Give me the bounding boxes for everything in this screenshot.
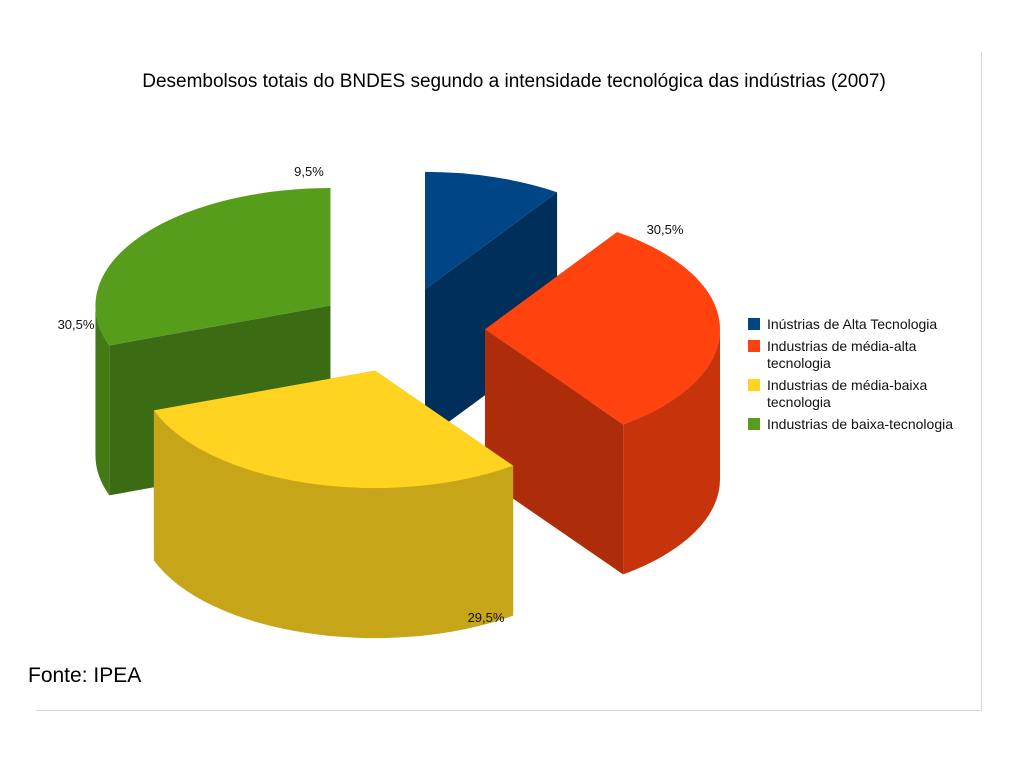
legend-item-label: Inústrias de Alta Tecnologia [767,316,938,332]
frame-border-bottom [36,710,982,711]
slice-top-face [153,370,514,489]
data-label-slice-4: 30,5% [647,222,684,237]
pie-slice-3 [153,370,514,639]
source-note: Fonte: IPEA [28,664,142,687]
legend-item-label: Industrias de média-alta tecnologia [767,338,917,371]
slice-cut-face [424,192,558,440]
pie-slice-1 [424,171,558,440]
frame-border-right [981,52,982,710]
slice-top-face [484,232,720,425]
data-label-slice-3: 29,5% [468,610,505,625]
legend-item: Industrias de baixa-tecnologia [748,416,968,433]
legend-swatch [748,418,760,430]
slice-outer-wall [153,410,514,639]
legend-item: Inústrias de Alta Tecnologia [748,316,968,333]
legend-swatch [748,340,760,352]
data-label-slice-1: 9,5% [294,164,324,179]
legend-item: Industrias de média-baixa tecnologia [748,377,968,411]
slice-cut-face [484,329,624,575]
legend-item-label: Industrias de baixa-tecnologia [767,416,954,432]
chart-title: Desembolsos totais do BNDES segundo a in… [142,71,886,92]
slice-outer-wall [95,305,110,496]
slice-top-face [95,188,331,346]
legend-item: Industrias de média-alta tecnologia [748,338,968,372]
legend-swatch [748,318,760,330]
pie-slices [95,171,720,639]
data-labels: 9,5% 30,5% 29,5% 30,5% [58,164,684,625]
legend: Inústrias de Alta Tecnologia Industrias … [748,316,968,438]
pie-slice-2 [484,232,720,575]
legend-item-label: Industrias de média-baixa tecnologia [767,377,928,410]
slice-top-face [424,171,558,290]
data-label-slice-2: 30,5% [58,317,95,332]
slice-outer-wall [623,329,720,575]
legend-swatch [748,379,760,391]
